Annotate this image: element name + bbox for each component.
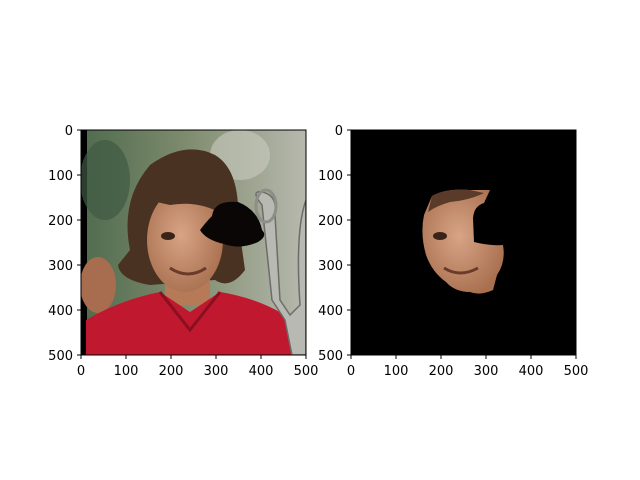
right-axes-frame — [350, 129, 577, 356]
tick-label: 300 — [318, 259, 343, 274]
tick-label: 100 — [114, 364, 139, 379]
left-x-tick-labels: 0 100 200 300 400 500 — [77, 364, 319, 379]
tick-label: 100 — [48, 169, 73, 184]
tick-label: 300 — [474, 364, 499, 379]
right-x-tick-labels: 0 100 200 300 400 500 — [347, 364, 589, 379]
tick-label: 200 — [48, 214, 73, 229]
left-image — [81, 130, 306, 355]
tick-label: 400 — [519, 364, 544, 379]
tick-label: 400 — [249, 364, 274, 379]
tick-label: 300 — [204, 364, 229, 379]
tick-label: 500 — [48, 349, 73, 364]
left-axes-frame — [80, 129, 307, 356]
tick-label: 400 — [48, 304, 73, 319]
right-y-tick-labels: 0 100 200 300 400 500 — [318, 124, 343, 364]
tick-label: 0 — [65, 124, 73, 139]
tick-label: 400 — [318, 304, 343, 319]
left-y-tick-labels: 0 100 200 300 400 500 — [48, 124, 73, 364]
tick-label: 500 — [564, 364, 589, 379]
tick-label: 500 — [318, 349, 343, 364]
left-x-ticks — [80, 355, 307, 359]
right-y-ticks — [347, 129, 351, 356]
tick-label: 0 — [77, 364, 85, 379]
tick-label: 200 — [429, 364, 454, 379]
tick-label: 200 — [159, 364, 184, 379]
tick-label: 300 — [48, 259, 73, 274]
tick-label: 0 — [335, 124, 343, 139]
tick-label: 200 — [318, 214, 343, 229]
tick-label: 100 — [384, 364, 409, 379]
tick-label: 100 — [318, 169, 343, 184]
right-image — [351, 130, 576, 355]
tick-label: 0 — [347, 364, 355, 379]
right-x-ticks — [350, 355, 577, 359]
left-y-ticks — [77, 129, 81, 356]
tick-label: 500 — [294, 364, 319, 379]
